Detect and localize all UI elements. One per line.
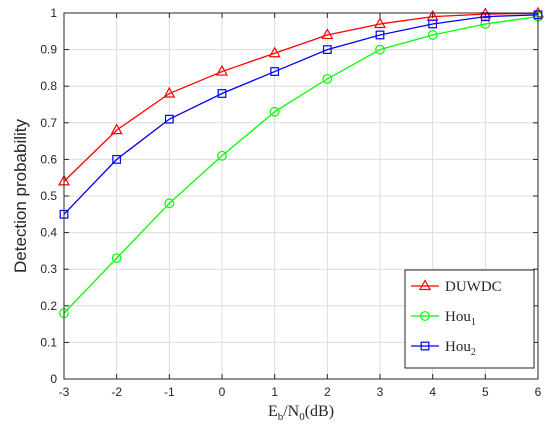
x-axis-label: Eb/N0(dB) [268, 403, 334, 423]
data-point-marker [428, 19, 438, 29]
data-point-marker [164, 198, 175, 209]
series-hou1 [59, 11, 543, 319]
y-tick-label: 0.1 [40, 335, 57, 349]
y-tick-label: 0 [50, 372, 57, 386]
data-point-marker [480, 19, 491, 29]
legend-marker [420, 311, 430, 321]
data-point-marker [375, 44, 385, 55]
y-tick-label: 0.9 [40, 43, 57, 57]
data-point-marker [269, 106, 280, 117]
legend-item: DUWDC [411, 279, 502, 295]
data-point-marker [268, 46, 281, 58]
x-axis-label-sub2: 0 [299, 411, 305, 423]
y-axis-label: Detection probability [11, 118, 30, 273]
data-point-marker [217, 89, 227, 98]
legend-item: Hou2 [411, 339, 476, 358]
data-point-marker [322, 73, 333, 84]
x-tick-label: 1 [271, 385, 278, 399]
series-line [63, 12, 539, 182]
data-point-marker [270, 67, 280, 76]
x-tick-label: 4 [429, 385, 436, 399]
data-point-marker [217, 150, 227, 161]
x-tick-label: -2 [111, 385, 122, 399]
x-tick-label: 0 [219, 385, 226, 399]
y-tick-label: 0.3 [40, 262, 57, 276]
series-hou2 [59, 10, 543, 219]
data-point-marker [322, 45, 332, 54]
y-tick-label: 0.6 [40, 152, 57, 166]
x-tick-label: 6 [535, 385, 542, 399]
legend-marker [418, 279, 432, 291]
legend-label: Hou1 [445, 309, 476, 328]
legend-marker [420, 341, 430, 351]
x-tick-label: -1 [164, 385, 175, 399]
y-tick-label: 0.4 [40, 226, 57, 240]
x-axis-label-mid: /N [283, 403, 299, 420]
x-axis-label-main: E [268, 403, 278, 420]
data-point-marker [375, 30, 385, 40]
series-line [63, 16, 539, 314]
data-point-marker [373, 17, 387, 29]
series-duwdc [57, 6, 545, 186]
data-point-marker [110, 123, 123, 135]
x-axis-label-tail: (dB) [305, 403, 334, 420]
x-tick-label: 2 [324, 385, 331, 399]
y-tick-label: 0.2 [40, 299, 57, 313]
x-axis-label-sub1: b [278, 411, 284, 423]
x-tick-label: 3 [377, 385, 384, 399]
axis-ticks: -3 -2 -1 0 1 2 3 4 5 6 0 0.1 0.2 0.3 0.4 0.5 0.6 0.7 0.8 0.… [40, 6, 541, 399]
legend-item: Hou1 [411, 309, 476, 328]
legend: DUWDC Hou1 Hou2 [404, 269, 535, 369]
y-tick-label: 0.7 [40, 116, 57, 130]
x-tick-label: -3 [59, 385, 70, 399]
data-point-marker [215, 64, 229, 76]
legend-label: DUWDC [445, 279, 502, 295]
series-layer [57, 6, 545, 319]
y-tick-label: 0.8 [40, 79, 57, 93]
data-point-marker [163, 86, 176, 98]
data-point-marker [112, 155, 122, 164]
y-tick-label: 0.5 [40, 189, 57, 203]
data-point-marker [111, 253, 122, 264]
series-line [63, 14, 539, 215]
x-tick-label: 5 [482, 385, 489, 399]
data-point-marker [427, 30, 438, 40]
data-point-marker [164, 114, 174, 124]
y-tick-label: 1 [50, 6, 57, 20]
data-point-marker [321, 28, 334, 40]
legend-label: Hou2 [445, 339, 476, 358]
